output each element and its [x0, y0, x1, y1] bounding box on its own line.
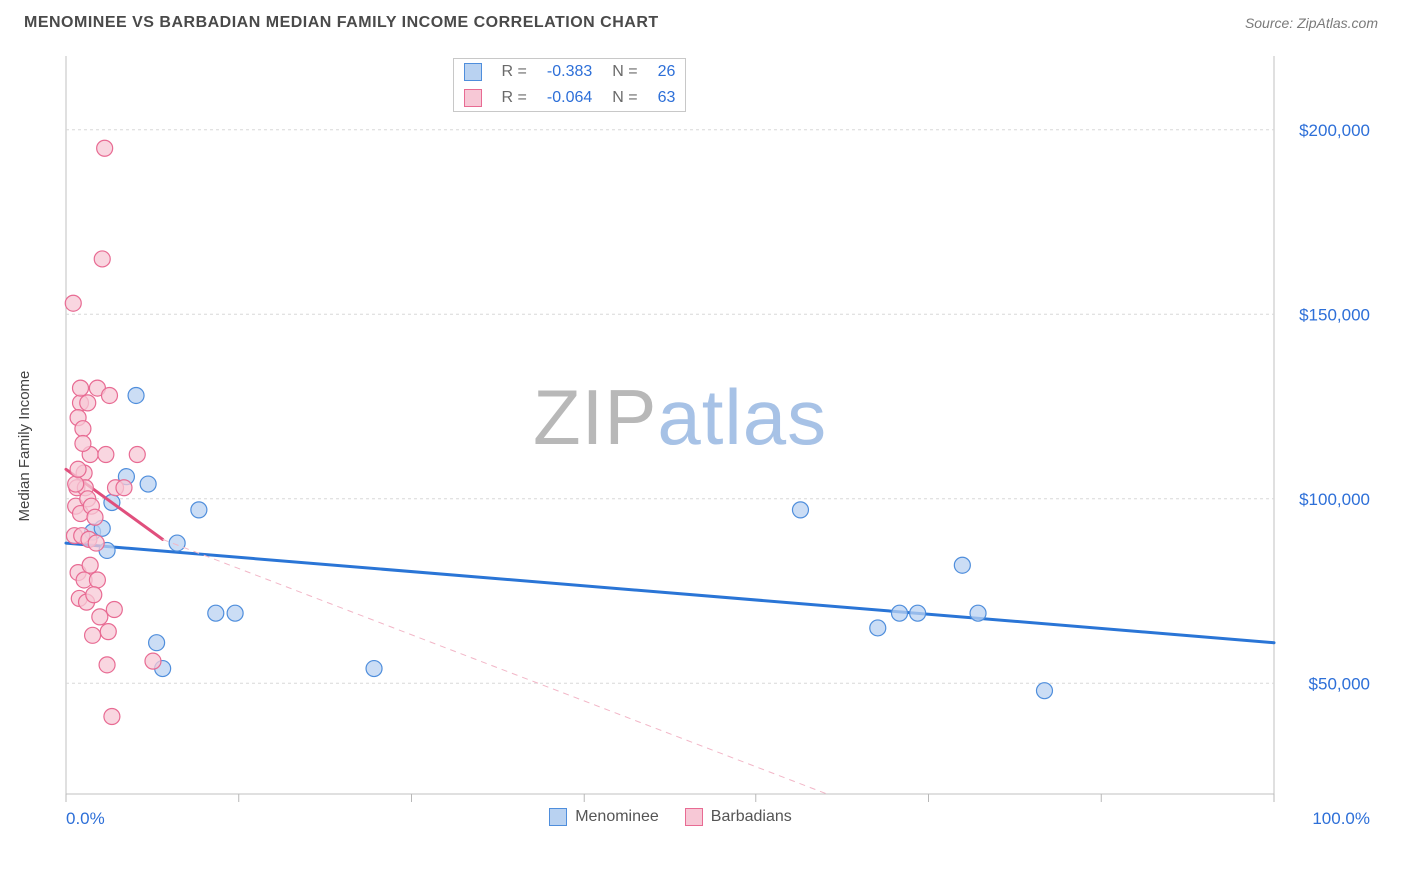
chart-title: MENOMINEE VS BARBADIAN MEDIAN FAMILY INC… [24, 14, 659, 32]
svg-text:$200,000: $200,000 [1299, 121, 1370, 140]
source-label: Source: ZipAtlas.com [1245, 15, 1378, 31]
svg-text:0.0%: 0.0% [66, 809, 105, 828]
stats-box: R =-0.383N =26R =-0.064N =63 [453, 58, 687, 112]
bottom-legend: Menominee Barbadians [549, 808, 792, 826]
svg-text:$150,000: $150,000 [1299, 305, 1370, 324]
legend-item: Barbadians [685, 808, 792, 826]
scatter-chart: $50,000 $100,000 $150,000 $200,000 0.0% 100.0… [46, 40, 1380, 830]
svg-text:100.0%: 100.0% [1312, 809, 1370, 828]
svg-text:$50,000: $50,000 [1309, 674, 1370, 693]
legend-item: Menominee [549, 808, 659, 826]
y-axis-label: Median Family Income [16, 370, 33, 521]
svg-text:$100,000: $100,000 [1299, 490, 1370, 509]
